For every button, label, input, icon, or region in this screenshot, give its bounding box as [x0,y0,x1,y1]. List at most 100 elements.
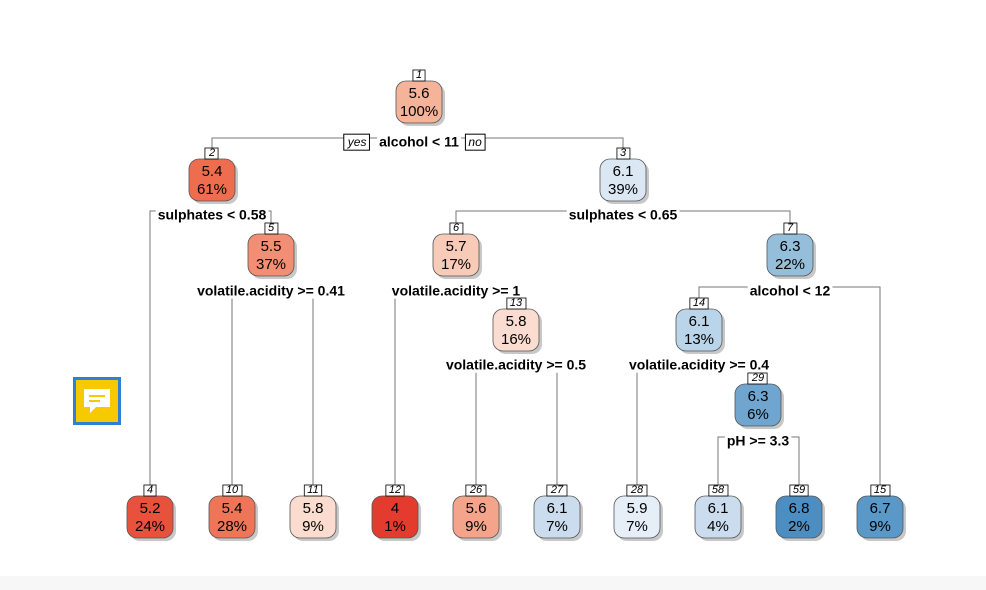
split-label-node-5: volatile.acidity >= 0.41 [197,283,345,299]
node-id: 58 [712,484,725,496]
bottom-strip [0,576,986,590]
node-percent: 4% [707,518,729,535]
split-label-bg [443,356,589,373]
tree-node-29: 29 6.36% [734,372,784,429]
comment-icon [84,389,110,413]
split-6: volatile.acidity >= 1 [389,282,523,299]
node-id: 11 [307,484,318,496]
node-value: 5.2 [140,500,161,517]
node-value: 5.8 [506,313,527,330]
tree-node-59: 59 6.82% [775,484,825,541]
split-label-bg [389,282,523,299]
node-percent: 39% [608,181,638,198]
node-id: 6 [453,222,460,234]
node-id-box [626,484,648,497]
split-label-bg [377,133,462,150]
tree-node-15: 15 6.79% [856,484,906,541]
split-1: alcohol < 11 [377,133,462,150]
node-value: 6.8 [789,500,810,517]
split-29: pH >= 3.3 [724,432,792,449]
branch-box-yes [343,133,370,151]
tree-node-27: 27 6.17% [533,484,583,541]
split-label-node-13: volatile.acidity >= 0.5 [446,357,586,373]
node-id-box [303,484,323,497]
node-value: 6.1 [689,313,710,330]
comment-button[interactable] [73,377,121,425]
node-value: 5.9 [627,500,648,517]
branch-labels: yes no [343,133,486,151]
tree-node-7: 7 6.322% [766,222,816,279]
node-id-box [143,484,157,497]
node-id: 3 [620,147,627,159]
split-2: sulphates < 0.58 [155,206,269,223]
node-percent: 24% [135,518,165,535]
node-id-box [449,222,464,235]
node-id-box [870,484,891,497]
node-percent: 2% [788,518,810,535]
node-id: 28 [630,484,644,496]
node-id: 5 [268,222,275,234]
node-id: 15 [874,484,887,496]
split-label-bg [747,282,833,299]
node-percent: 9% [302,518,324,535]
node-value: 4 [391,500,399,517]
node-id-box [264,222,279,235]
node-value: 5.4 [222,500,243,517]
node-id: 12 [389,484,401,496]
branch-text-no: no [468,135,482,149]
node-id-box [465,484,487,497]
tree-node-26: 26 5.69% [452,484,502,541]
node-id-box [506,297,527,310]
node-id-box [789,484,809,497]
node-id-box [412,69,426,82]
split-label-node-2: sulphates < 0.58 [158,207,267,223]
node-id-box [616,147,631,160]
node-percent: 22% [775,256,805,273]
edge-13 [475,360,558,487]
split-label-bg [155,206,269,223]
node-id: 7 [787,222,794,234]
node-id: 59 [793,484,805,496]
split-label-node-6: volatile.acidity >= 1 [392,283,521,299]
node-id-box [689,297,709,310]
node-percent: 13% [684,331,714,348]
node-percent: 16% [501,331,531,348]
branch-label-no: no [464,133,486,151]
node-id: 26 [469,484,483,496]
branch-box-no [464,133,486,151]
branch-label-yes: yes [343,133,370,151]
node-value: 5.7 [446,238,467,255]
node-id: 14 [693,297,705,309]
node-id: 27 [550,484,564,496]
split-14: volatile.acidity >= 0.4 [626,356,772,373]
node-id-box [747,372,768,385]
node-id-box [222,484,243,497]
tree-node-10: 10 5.428% [208,484,258,541]
tree-node-14: 14 6.113% [675,297,725,354]
node-percent: 37% [256,256,286,273]
node-id: 4 [147,484,153,496]
node-value: 5.4 [202,163,223,180]
node-value: 6.1 [613,163,634,180]
node-percent: 9% [465,518,487,535]
split-label-node-7: alcohol < 12 [750,283,831,299]
node-value: 6.1 [708,500,729,517]
node-value: 5.5 [261,238,282,255]
tree-node-12: 12 41% [371,484,421,541]
node-value: 6.3 [780,238,801,255]
node-percent: 28% [217,518,247,535]
split-label-node-1: alcohol < 11 [379,134,459,150]
node-id: 2 [208,147,215,159]
node-value: 6.1 [547,500,568,517]
tree-node-28: 28 5.97% [613,484,663,541]
split-labels: alcohol < 11 sulphates < 0.58 sulphates < … [155,133,833,449]
split-label-bg [626,356,772,373]
node-percent: 7% [626,518,648,535]
split-3: sulphates < 0.65 [566,206,680,223]
node-value: 5.6 [409,85,430,102]
tree-node-13: 13 5.816% [492,297,542,354]
split-label-bg [566,206,680,223]
split-label-bg [724,432,792,449]
